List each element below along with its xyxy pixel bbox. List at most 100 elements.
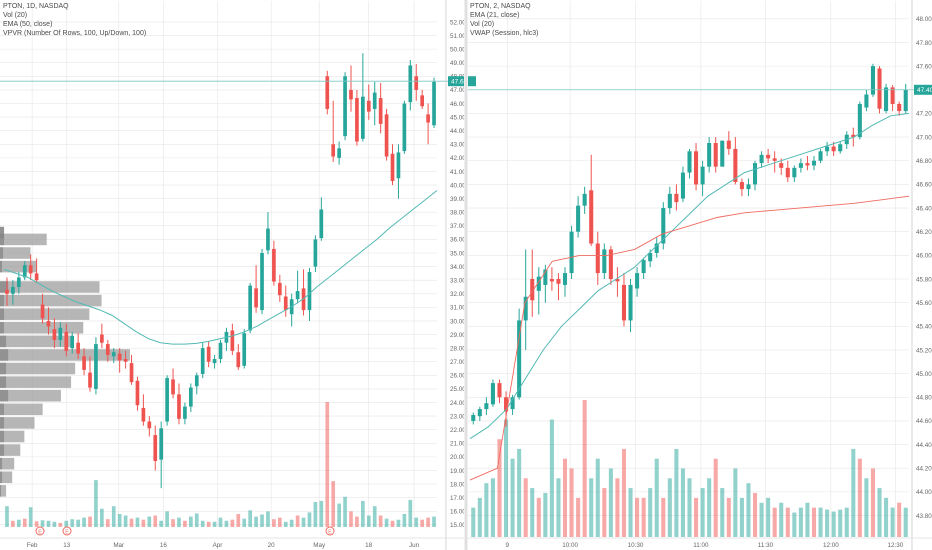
- intraday-candle[interactable]: [838, 144, 843, 152]
- intraday-candle[interactable]: [635, 273, 640, 289]
- left-legend-vpvr[interactable]: VPVR (Number Of Rows, 100, Up/Down, 100): [3, 30, 147, 37]
- right-legend-vwap[interactable]: VWAP (Session, hlc3): [470, 30, 539, 37]
- intraday-candle[interactable]: [517, 320, 522, 398]
- daily-candle[interactable]: [153, 435, 158, 461]
- intraday-candle[interactable]: [536, 276, 541, 291]
- earnings-event-marker[interactable]: [62, 526, 72, 536]
- intraday-candle[interactable]: [490, 383, 495, 405]
- daily-candle[interactable]: [260, 253, 264, 311]
- intraday-candle[interactable]: [766, 154, 771, 159]
- daily-candle[interactable]: [22, 265, 27, 278]
- intraday-candle[interactable]: [733, 148, 738, 183]
- daily-candle[interactable]: [366, 100, 371, 112]
- daily-candle[interactable]: [272, 248, 276, 282]
- daily-candle[interactable]: [88, 372, 92, 388]
- intraday-candle[interactable]: [897, 103, 902, 112]
- intraday-candle[interactable]: [510, 397, 515, 410]
- intraday-candle[interactable]: [641, 260, 646, 274]
- intraday-candle[interactable]: [674, 193, 679, 203]
- intraday-candle[interactable]: [720, 140, 725, 167]
- intraday-candle[interactable]: [589, 190, 594, 244]
- intraday-candle[interactable]: [543, 269, 548, 285]
- daily-candle[interactable]: [177, 394, 181, 419]
- daily-candle[interactable]: [52, 329, 57, 340]
- intraday-candle[interactable]: [707, 143, 712, 167]
- daily-candle[interactable]: [384, 114, 389, 157]
- intraday-candle[interactable]: [595, 243, 600, 274]
- intraday-candle[interactable]: [602, 249, 607, 274]
- daily-candle[interactable]: [402, 103, 407, 152]
- intraday-candle[interactable]: [752, 163, 758, 185]
- intraday-candle[interactable]: [523, 296, 528, 321]
- daily-candle[interactable]: [58, 327, 63, 340]
- daily-candle[interactable]: [123, 359, 128, 362]
- intraday-candle[interactable]: [831, 146, 836, 152]
- daily-candle[interactable]: [16, 277, 21, 287]
- daily-candle[interactable]: [218, 342, 223, 360]
- intraday-candle[interactable]: [471, 415, 476, 421]
- daily-candle[interactable]: [242, 333, 247, 366]
- intraday-candle[interactable]: [549, 279, 554, 282]
- intraday-candle[interactable]: [792, 167, 797, 178]
- intraday-candle[interactable]: [497, 383, 502, 398]
- daily-candle[interactable]: [11, 286, 15, 294]
- intraday-candle[interactable]: [661, 208, 666, 244]
- intraday-candle[interactable]: [779, 163, 784, 168]
- right-legend-ema[interactable]: EMA (21, close): [470, 12, 520, 19]
- intraday-candle[interactable]: [785, 167, 790, 178]
- intraday-candle[interactable]: [851, 134, 856, 138]
- intraday-candle[interactable]: [805, 163, 810, 166]
- daily-candle[interactable]: [349, 89, 353, 100]
- daily-candle[interactable]: [165, 378, 169, 422]
- daily-candle[interactable]: [206, 346, 211, 362]
- intraday-candle[interactable]: [700, 166, 705, 185]
- daily-candle[interactable]: [343, 76, 347, 137]
- daily-candle[interactable]: [390, 153, 395, 181]
- intraday-candle[interactable]: [582, 193, 587, 206]
- daily-candle[interactable]: [70, 335, 75, 349]
- daily-candle[interactable]: [194, 375, 199, 387]
- daily-candle[interactable]: [189, 387, 193, 407]
- intraday-candle[interactable]: [870, 66, 875, 95]
- daily-candle[interactable]: [94, 344, 98, 389]
- daily-candle[interactable]: [254, 288, 258, 308]
- intraday-candle[interactable]: [556, 279, 561, 284]
- earnings-event-marker[interactable]: [35, 526, 45, 536]
- intraday-candle[interactable]: [825, 146, 830, 152]
- daily-candle[interactable]: [129, 363, 134, 383]
- left-legend-volume[interactable]: Vol (20): [3, 12, 28, 19]
- intraday-candle[interactable]: [504, 397, 509, 412]
- daily-candle[interactable]: [64, 331, 69, 351]
- daily-candle[interactable]: [28, 265, 33, 274]
- daily-candle[interactable]: [355, 98, 359, 142]
- daily-candle[interactable]: [200, 348, 205, 374]
- intraday-candle[interactable]: [903, 89, 908, 112]
- daily-candle[interactable]: [325, 76, 330, 109]
- intraday-candle[interactable]: [811, 160, 817, 166]
- daily-candle[interactable]: [147, 421, 152, 429]
- intraday-candle[interactable]: [818, 151, 823, 161]
- intraday-candle[interactable]: [877, 68, 882, 109]
- intraday-candle[interactable]: [680, 172, 685, 199]
- intraday-candle[interactable]: [884, 87, 889, 112]
- daily-candle[interactable]: [426, 114, 430, 123]
- daily-candle[interactable]: [331, 144, 336, 157]
- daily-candle[interactable]: [212, 359, 217, 364]
- right-legend-volume[interactable]: Vol (20): [470, 21, 495, 28]
- daily-candle[interactable]: [100, 334, 104, 343]
- daily-candle[interactable]: [396, 152, 401, 179]
- daily-candle[interactable]: [183, 406, 187, 419]
- intraday-candle[interactable]: [726, 140, 731, 149]
- intraday-candle[interactable]: [739, 182, 744, 190]
- daily-candle[interactable]: [277, 282, 282, 296]
- daily-candle[interactable]: [111, 352, 116, 357]
- daily-candle[interactable]: [105, 344, 110, 355]
- intraday-candle[interactable]: [798, 163, 803, 168]
- daily-candle[interactable]: [141, 407, 146, 422]
- intraday-candle[interactable]: [569, 231, 574, 274]
- daily-candle[interactable]: [248, 285, 252, 331]
- right-legend-symbol[interactable]: PTON, 2, NASDAQ: [470, 3, 531, 10]
- daily-candle[interactable]: [420, 95, 425, 107]
- daily-candle[interactable]: [361, 96, 365, 139]
- daily-candle[interactable]: [5, 289, 9, 294]
